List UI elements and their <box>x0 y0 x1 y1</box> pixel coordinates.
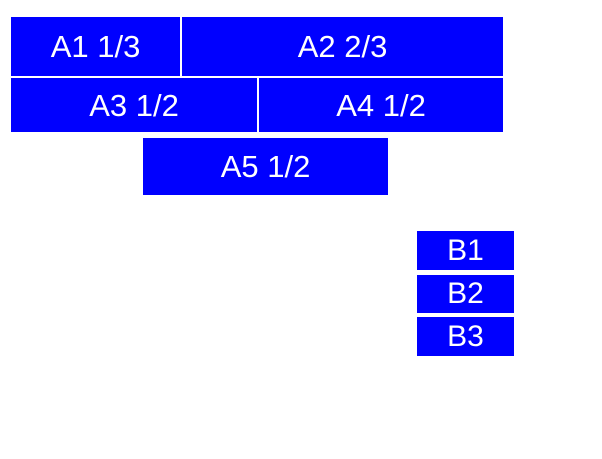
box-a5: A5 1/2 <box>143 138 388 195</box>
box-a4: A4 1/2 <box>259 78 503 132</box>
box-b1: B1 <box>417 231 514 270</box>
box-b3: B3 <box>417 317 514 356</box>
box-a3: A3 1/2 <box>11 78 257 132</box>
box-a2: A2 2/3 <box>182 17 503 76</box>
box-b2: B2 <box>417 275 514 313</box>
box-a1: A1 1/3 <box>11 17 180 76</box>
